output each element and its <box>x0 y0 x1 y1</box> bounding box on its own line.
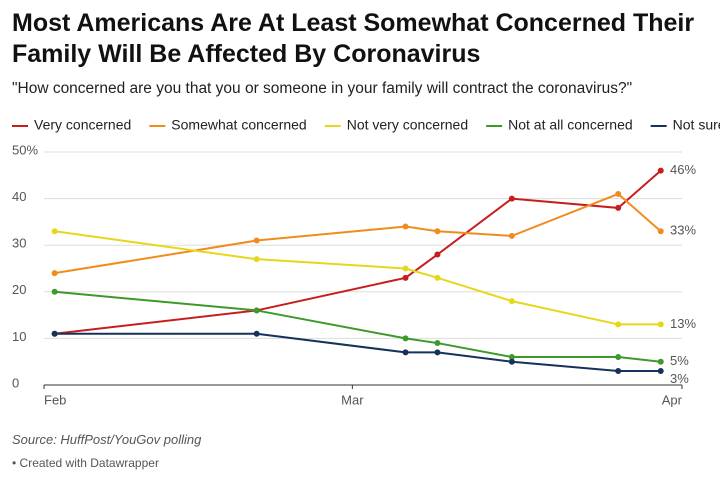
tick-label-bg <box>10 283 29 300</box>
series-line <box>54 332 661 373</box>
data-point <box>434 251 441 258</box>
data-point <box>253 330 260 337</box>
x-tick-label: Feb <box>44 392 66 407</box>
data-point <box>615 190 622 197</box>
tick-label-bg <box>10 144 41 160</box>
data-point <box>51 270 58 277</box>
tick-label-bg <box>10 237 29 254</box>
data-point <box>434 228 441 235</box>
data-point <box>657 358 664 365</box>
tick-label-bg <box>10 190 29 207</box>
data-point <box>51 228 58 235</box>
x-tick-label: Mar <box>341 392 364 407</box>
legend-label: Somewhat concerned <box>171 117 306 133</box>
source-note: Source: HuffPost/YouGov polling <box>12 432 202 447</box>
chart-subtitle: "How concerned are you that you or someo… <box>12 80 633 97</box>
data-point <box>615 354 622 361</box>
data-point <box>657 368 664 375</box>
legend-label: Not at all concerned <box>508 117 633 133</box>
series-line <box>54 169 662 335</box>
data-point <box>508 298 515 305</box>
chart-title: Most Americans Are At Least Somewhat Con… <box>12 9 695 68</box>
credit-note: • Created with Datawrapper <box>12 456 159 470</box>
series-line <box>54 290 661 363</box>
data-point <box>402 274 409 281</box>
value-label: 3% <box>670 371 689 386</box>
legend-label: Not very concerned <box>347 117 468 133</box>
data-point <box>253 307 260 314</box>
legend-label: Very concerned <box>34 117 131 133</box>
data-point <box>402 265 409 272</box>
value-label: 5% <box>670 353 689 368</box>
value-label: 13% <box>670 316 696 331</box>
data-point <box>615 204 622 211</box>
data-point <box>508 354 515 361</box>
series-line <box>54 192 662 275</box>
data-point <box>51 330 58 337</box>
data-point <box>253 237 260 244</box>
data-point <box>615 368 622 375</box>
data-point <box>508 232 515 239</box>
y-tick-label: 20 <box>12 282 26 297</box>
y-tick-label: 0 <box>12 375 19 390</box>
y-tick-label: 30 <box>12 236 26 251</box>
data-point <box>253 256 260 263</box>
y-tick-label: 10 <box>12 329 26 344</box>
legend-label: Not sure <box>673 117 720 133</box>
tick-label-bg <box>10 377 22 393</box>
data-point <box>657 321 664 328</box>
value-label: 33% <box>670 223 696 238</box>
y-tick-label: 50% <box>12 142 38 157</box>
data-point <box>402 223 409 230</box>
data-point <box>434 349 441 356</box>
data-point <box>51 288 58 295</box>
tick-label-bg <box>10 330 29 347</box>
data-point <box>615 321 622 328</box>
data-point <box>402 335 409 342</box>
data-point <box>434 274 441 281</box>
data-point <box>657 167 664 174</box>
x-tick-label: Apr <box>662 392 683 407</box>
data-point <box>402 349 409 356</box>
data-point <box>434 340 441 347</box>
value-label: 46% <box>670 162 696 177</box>
data-point <box>657 228 664 235</box>
y-tick-label: 40 <box>12 189 26 204</box>
data-point <box>508 195 515 202</box>
data-point <box>508 358 515 365</box>
